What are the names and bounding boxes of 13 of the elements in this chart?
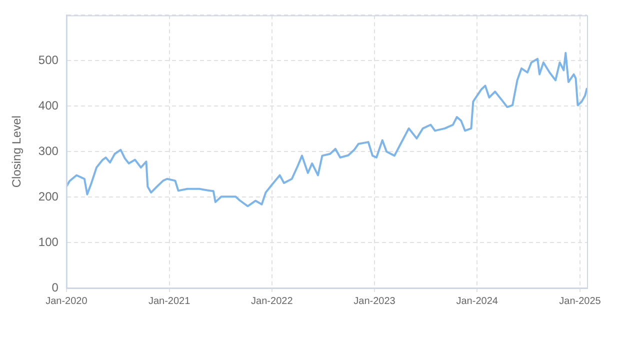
x-tick-label: Jan-2022 [251,296,294,307]
x-tick-label: Jan-2023 [354,296,396,307]
y-tick-label: 100 [38,234,59,249]
y-tick-label: 300 [38,144,59,158]
y-axis-title: Closing Level [10,116,24,188]
y-tick-label: 200 [38,189,59,204]
x-tick-label: Jan-2025 [559,296,602,307]
x-tick-label: Jan-2024 [456,296,498,307]
y-tick-label: 0 [52,280,59,294]
x-tick-label: Jan-2020 [46,296,88,307]
y-tick-label: 500 [38,52,59,67]
x-tick-label: Jan-2021 [148,296,191,307]
y-tick-label: 400 [38,98,59,112]
